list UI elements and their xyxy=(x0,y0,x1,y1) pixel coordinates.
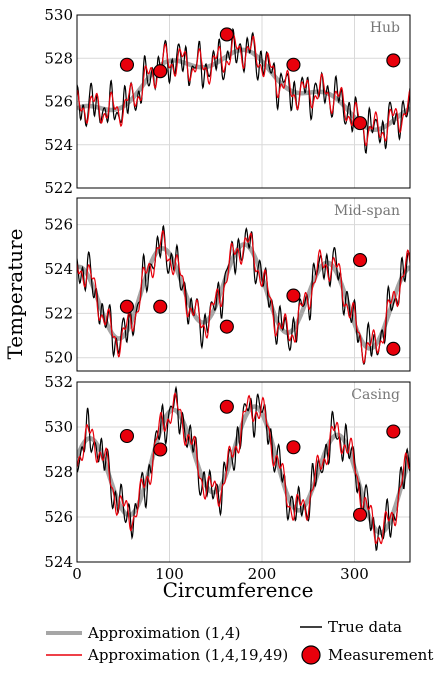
measurement-point xyxy=(352,116,368,131)
panel-frame xyxy=(76,381,411,563)
y-tick-label: 526 xyxy=(44,93,73,111)
series-approximation-1-4 xyxy=(77,47,410,132)
panel-1: 520 522 524 526 Mid-span xyxy=(44,197,411,372)
series-approximation-1-4-19-49 xyxy=(77,392,410,545)
measurement-point xyxy=(119,57,134,72)
series-true-data xyxy=(77,385,410,552)
measurement-point xyxy=(386,341,401,356)
y-tick-label: 528 xyxy=(44,49,73,67)
y-tick-label: 522 xyxy=(44,304,73,322)
panel-frame xyxy=(76,197,411,372)
measurement-point xyxy=(352,253,368,268)
y-tick-label: 524 xyxy=(44,553,73,571)
y-tick-label: 524 xyxy=(44,136,73,154)
measurement-point xyxy=(153,64,168,79)
x-tick-label: 300 xyxy=(340,565,369,583)
panel-2: 524 526 528 530 532 Casing 0 100 200 300 xyxy=(44,373,411,583)
panel-title: Casing xyxy=(351,387,400,403)
measurement-point xyxy=(119,299,134,314)
x-tick-label: 200 xyxy=(248,565,277,583)
y-tick-label: 526 xyxy=(44,508,73,526)
panel-0: 522 524 526 528 530 Hub xyxy=(44,6,411,197)
y-tick-label: 530 xyxy=(44,6,73,24)
legend-label-approx-full: Approximation (1,4,19,49) xyxy=(87,646,288,664)
measurement-point xyxy=(352,507,368,522)
panel-frame xyxy=(76,14,411,189)
measurement-point xyxy=(386,53,401,68)
y-tick-label: 522 xyxy=(44,179,73,197)
measurement-point xyxy=(219,27,234,42)
legend-label-measurement: Measurement xyxy=(328,646,433,664)
measurement-point xyxy=(219,319,234,334)
y-axis-label: Temperature xyxy=(3,228,27,359)
measurement-point xyxy=(286,57,301,72)
legend-label-approx14: Approximation (1,4) xyxy=(87,624,241,642)
measurement-point xyxy=(286,288,301,303)
legend-label-true-data: True data xyxy=(328,618,402,636)
legend-swatch-measurement xyxy=(301,645,321,665)
y-tick-label: 526 xyxy=(44,216,73,234)
y-tick-label: 530 xyxy=(44,418,73,436)
measurement-point xyxy=(153,442,168,457)
measurement-point xyxy=(119,428,134,444)
x-axis-label: Circumference xyxy=(163,578,314,602)
measurement-point xyxy=(219,399,234,414)
x-tick-label: 0 xyxy=(72,565,82,583)
y-tick-label: 532 xyxy=(44,373,73,391)
series-approximation-1-4-19-49 xyxy=(77,229,410,365)
x-tick-label: 100 xyxy=(155,565,184,583)
measurement-point xyxy=(153,299,168,314)
panel-title: Hub xyxy=(370,20,400,36)
y-tick-label: 520 xyxy=(44,349,73,367)
measurement-point xyxy=(386,424,401,439)
panel-title: Mid-span xyxy=(334,203,400,219)
measurement-point xyxy=(286,440,301,455)
legend: Approximation (1,4) Approximation (1,4,1… xyxy=(46,618,433,665)
series-approximation-1-4-19-49 xyxy=(77,34,410,147)
y-tick-label: 524 xyxy=(44,260,73,278)
y-tick-label: 528 xyxy=(44,463,73,481)
